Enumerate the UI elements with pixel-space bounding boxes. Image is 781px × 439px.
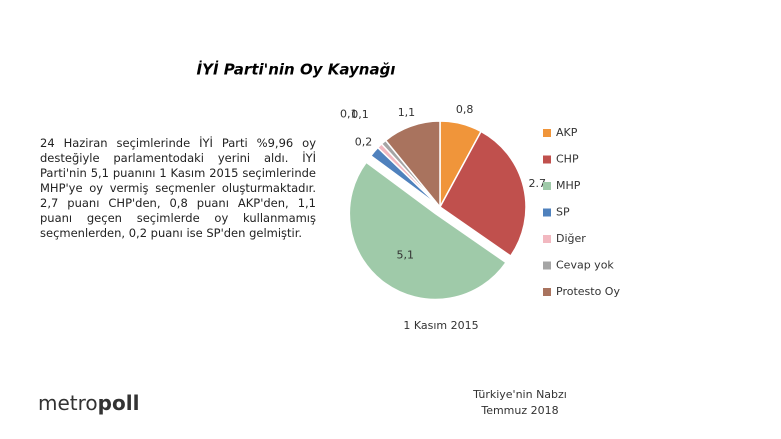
legend-label: MHP bbox=[556, 179, 581, 192]
description: 24 Haziran seçimlerinde İYİ Parti %9,96 … bbox=[40, 136, 316, 240]
chart-title: İYİ Parti'nin Oy Kaynağı bbox=[197, 60, 396, 79]
footer-line: Temmuz 2018 bbox=[480, 404, 558, 417]
legend-swatch bbox=[543, 288, 551, 296]
legend-swatch bbox=[543, 182, 551, 190]
data-label: 2.7 bbox=[529, 177, 547, 190]
pie-slice bbox=[439, 130, 527, 258]
data-label: 0,8 bbox=[456, 103, 474, 116]
logo-light: metro bbox=[38, 391, 98, 415]
data-label: 0,1 bbox=[340, 107, 358, 120]
data-label: 0,2 bbox=[355, 136, 373, 149]
legend-swatch bbox=[543, 129, 551, 137]
data-label: 1,1 bbox=[398, 106, 416, 119]
pie-slice bbox=[384, 120, 441, 210]
logo: metropoll bbox=[38, 391, 139, 415]
legend-label: CHP bbox=[556, 153, 579, 166]
logo-bold: poll bbox=[98, 391, 140, 415]
legend-swatch bbox=[543, 235, 551, 243]
legend-label: Diğer bbox=[556, 232, 586, 245]
legend-swatch bbox=[543, 155, 551, 164]
legend-swatch bbox=[543, 208, 551, 217]
legend-label: SP bbox=[556, 206, 570, 219]
pie-slice bbox=[348, 161, 508, 301]
legend-swatch bbox=[543, 261, 551, 270]
caption: 1 Kasım 2015 bbox=[403, 319, 478, 332]
legend-label: AKP bbox=[556, 126, 578, 139]
data-label: 0,1 bbox=[351, 108, 369, 121]
legend-label: Cevap yok bbox=[556, 259, 614, 272]
footer-line: Türkiye'nin Nabzı bbox=[472, 388, 567, 401]
data-label: 5,1 bbox=[397, 248, 415, 261]
legend-label: Protesto Oy bbox=[556, 285, 620, 298]
